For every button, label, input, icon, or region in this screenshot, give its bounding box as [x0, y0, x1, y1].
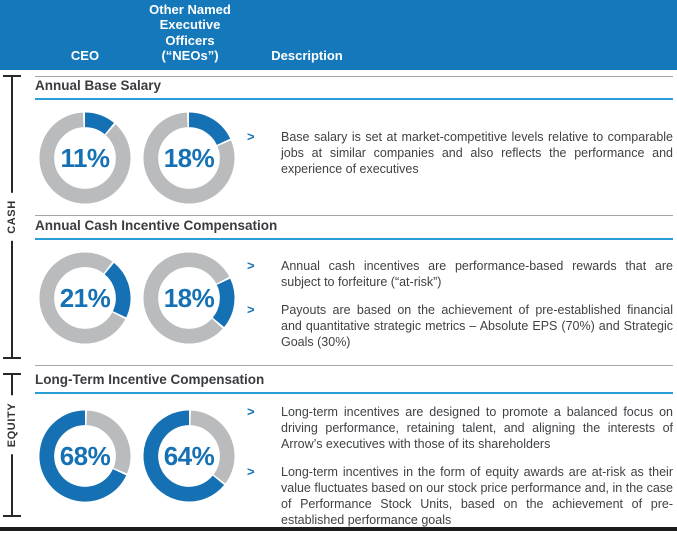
section-separator: [35, 215, 673, 216]
bullet-text: Payouts are based on the achievement of …: [281, 303, 673, 349]
chevron-bullet-icon: >: [247, 129, 255, 144]
donut-chart-neos-base-salary: 18%: [142, 111, 236, 205]
donut-percent-label: 64%: [163, 440, 215, 471]
column-header-bar: CEO Other Named Executive Officers (“NEO…: [0, 0, 677, 70]
donut-chart-ceo-cash-incentive: 21%: [38, 251, 132, 345]
equity-bracket-cap-bottom: [3, 515, 21, 517]
bullet-text: Long-term incentives are designed to pro…: [281, 405, 673, 451]
donut-percent-label: 68%: [59, 440, 111, 471]
section-title-long-term-incentive: Long-Term Incentive Compensation: [35, 372, 673, 394]
bullet-item: > Long-term incentives in the form of eq…: [243, 464, 673, 528]
donut-chart-neos-long-term-incentive: 64%: [142, 409, 236, 503]
section-separator: [35, 365, 673, 366]
column-header-ceo: CEO: [70, 48, 100, 64]
section-separator: [35, 76, 673, 77]
cash-bracket-cap-top: [3, 75, 21, 77]
section-title-annual-base-salary: Annual Base Salary: [35, 78, 673, 100]
chevron-bullet-icon: >: [247, 404, 255, 419]
cash-bracket: CASH: [2, 75, 22, 359]
donut-chart-ceo-base-salary: 11%: [38, 111, 132, 205]
description-bullets-base-salary: > Base salary is set at market-competiti…: [243, 129, 673, 177]
description-bullets-cash-incentive: > Annual cash incentives are performance…: [243, 258, 673, 350]
donut-percent-label: 18%: [163, 142, 215, 173]
donut-percent-label: 21%: [59, 282, 111, 313]
donut-percent-label: 11%: [60, 142, 110, 173]
cash-bracket-cap-bottom: [3, 357, 21, 359]
column-header-description: Description: [271, 48, 343, 64]
bullet-item: > Base salary is set at market-competiti…: [243, 129, 673, 177]
chevron-bullet-icon: >: [247, 258, 255, 273]
bullet-text: Long-term incentives in the form of equi…: [281, 465, 673, 527]
donut-chart-ceo-long-term-incentive: 68%: [38, 409, 132, 503]
bullet-item: > Payouts are based on the achievement o…: [243, 302, 673, 350]
bullet-text: Annual cash incentives are performance-b…: [281, 259, 673, 289]
donut-chart-neos-cash-incentive: 18%: [142, 251, 236, 345]
equity-bracket: EQUITY: [2, 373, 22, 517]
bottom-border-rule: [0, 527, 677, 531]
chevron-bullet-icon: >: [247, 302, 255, 317]
donut-percent-label: 18%: [163, 282, 215, 313]
bullet-text: Base salary is set at market-competitive…: [281, 130, 673, 176]
equity-label: EQUITY: [2, 395, 22, 455]
section-title-annual-cash-incentive: Annual Cash Incentive Compensation: [35, 218, 673, 240]
description-bullets-long-term-incentive: > Long-term incentives are designed to p…: [243, 404, 673, 528]
bullet-item: > Annual cash incentives are performance…: [243, 258, 673, 290]
column-header-neos: Other Named Executive Officers (“NEOs”): [149, 1, 231, 64]
bullet-item: > Long-term incentives are designed to p…: [243, 404, 673, 452]
chevron-bullet-icon: >: [247, 464, 255, 479]
cash-label: CASH: [2, 193, 22, 241]
equity-bracket-cap-top: [3, 373, 21, 375]
